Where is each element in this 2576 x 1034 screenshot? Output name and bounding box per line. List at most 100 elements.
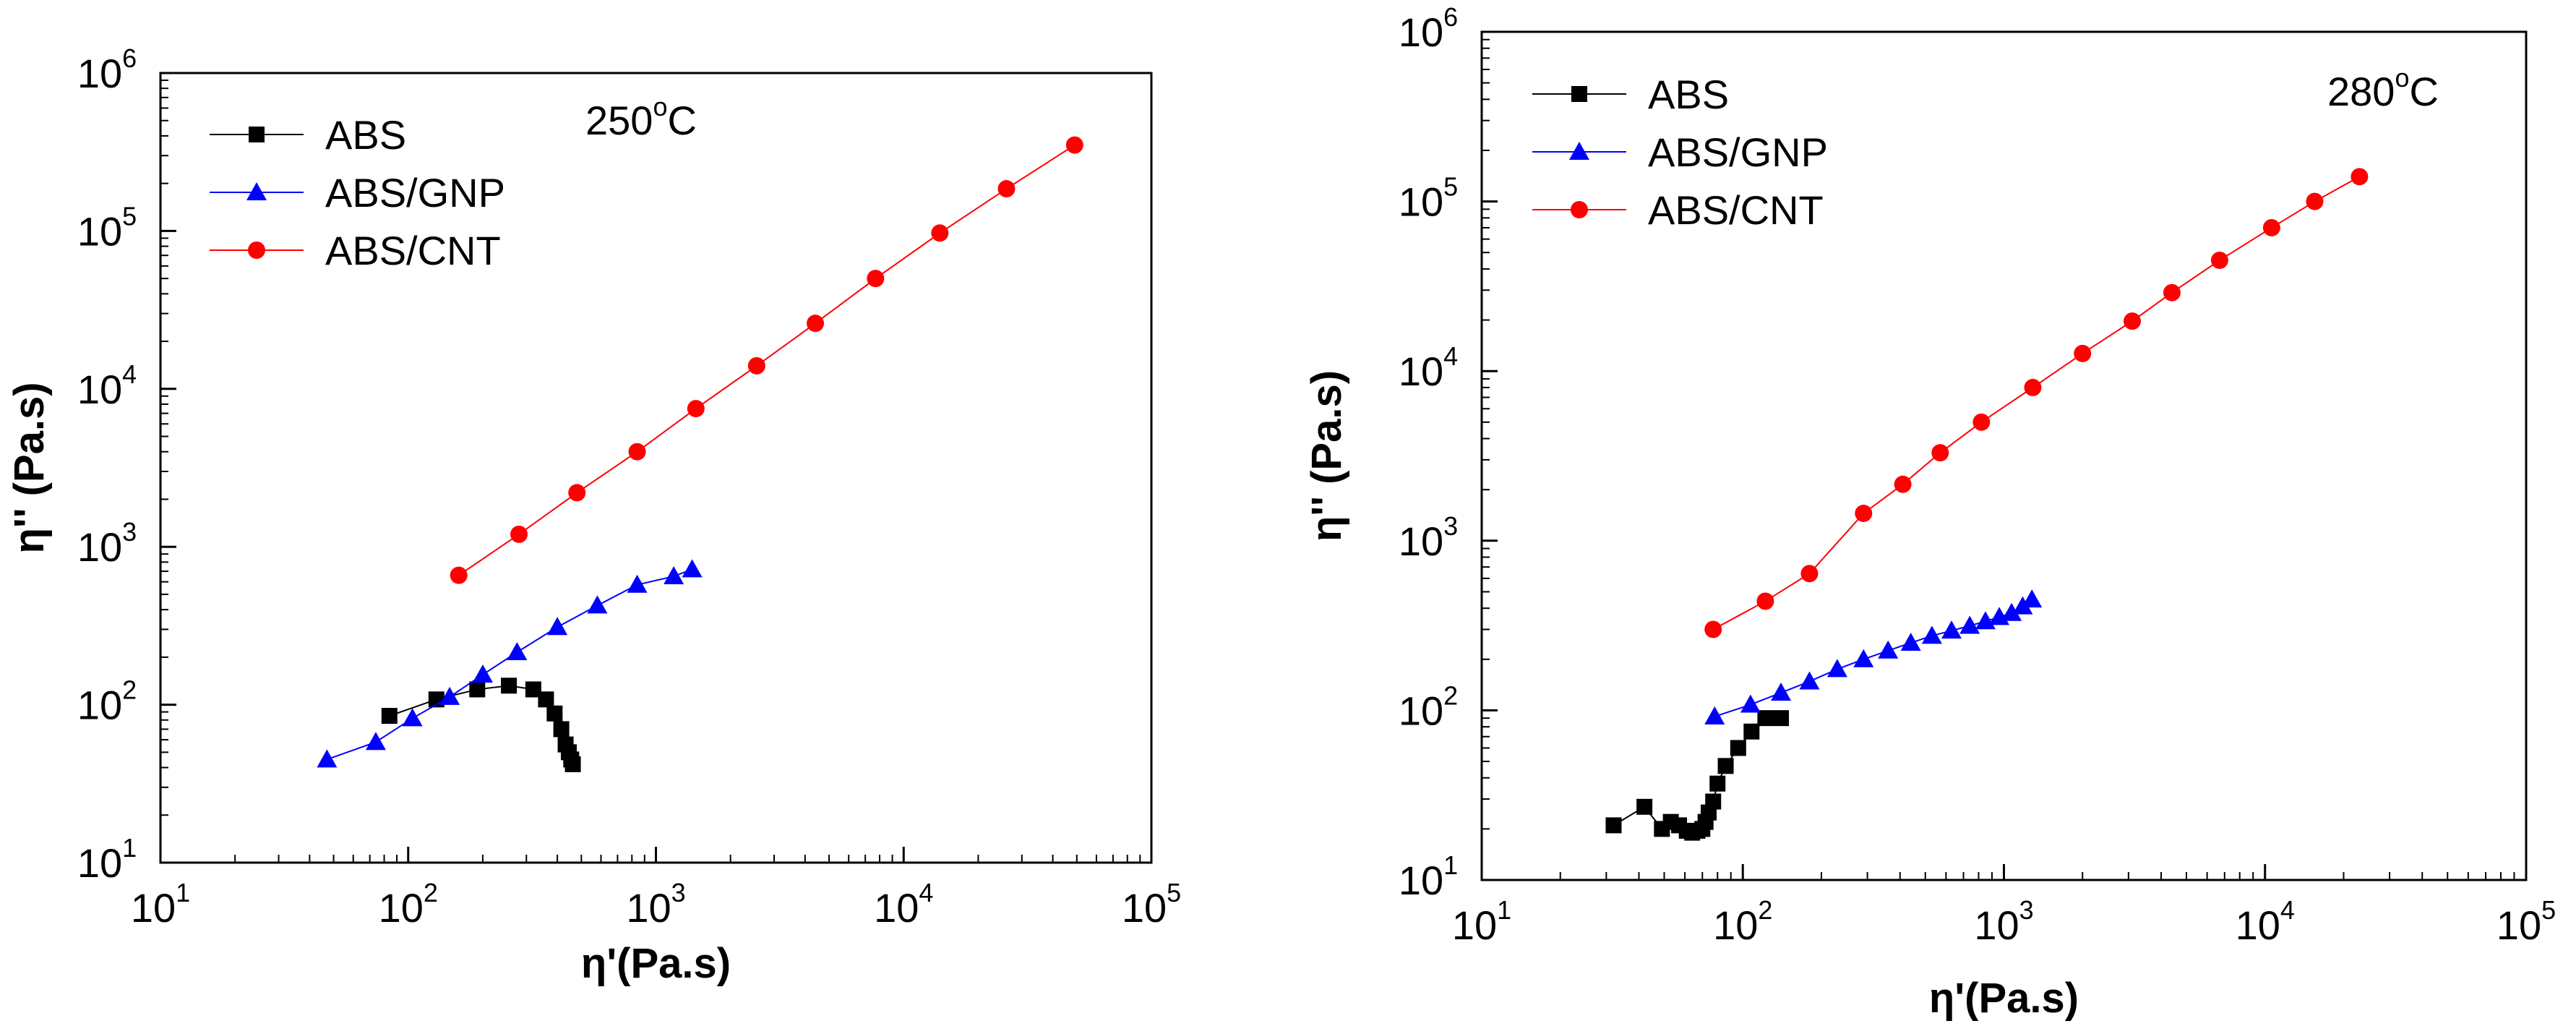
- square-marker: [1605, 817, 1622, 834]
- legend-label: ABS/CNT: [325, 228, 501, 273]
- circle-marker: [867, 270, 885, 288]
- triangle-marker: [365, 732, 386, 751]
- triangle-marker: [1941, 620, 1962, 639]
- square-marker: [1743, 723, 1760, 740]
- circle-marker: [807, 315, 825, 333]
- y-tick-label: 101: [1399, 850, 1458, 903]
- square-marker: [546, 705, 563, 722]
- x-tick-base: 10: [131, 885, 176, 931]
- y-tick-exponent: 6: [1443, 2, 1458, 32]
- series-line: [327, 568, 692, 761]
- series-abs-gnp: [1704, 589, 2043, 725]
- triangle-marker: [507, 641, 528, 660]
- y-tick-exponent: 6: [122, 43, 137, 73]
- square-marker: [469, 681, 486, 698]
- square-marker: [564, 756, 581, 772]
- square-marker: [1636, 798, 1653, 815]
- square-marker: [538, 691, 554, 708]
- y-tick-exponent: 4: [122, 359, 137, 389]
- x-tick-base: 10: [1452, 902, 1497, 948]
- x-tick-exponent: 3: [671, 878, 686, 907]
- y-tick-label: 106: [1399, 2, 1458, 55]
- legend-entry: ABS: [1532, 72, 1729, 117]
- circle-marker: [2163, 283, 2181, 302]
- y-tick-label: 106: [77, 43, 137, 96]
- y-tick-label: 105: [1399, 172, 1458, 225]
- y-tick-label: 101: [77, 833, 137, 886]
- y-tick-base: 10: [1399, 9, 1443, 55]
- circle-marker: [2306, 192, 2324, 210]
- triangle-marker: [1799, 671, 1820, 690]
- circle-marker: [1800, 565, 1819, 583]
- degree-symbol: o: [2395, 63, 2409, 93]
- chart-panel-right: 101 102 103 104 105101102103104105106η'(Pa.s…: [1303, 2, 2556, 1022]
- legend-label: ABS: [1648, 72, 1729, 117]
- y-tick-exponent: 5: [1443, 172, 1458, 202]
- y-tick-base: 10: [1399, 518, 1443, 564]
- y-tick-exponent: 2: [122, 675, 137, 705]
- legend-entry: ABS/CNT: [210, 228, 501, 273]
- triangle-marker: [587, 595, 608, 614]
- legend-label: ABS/GNP: [325, 170, 505, 215]
- triangle-marker: [1740, 694, 1761, 713]
- triangle-marker: [1826, 659, 1847, 678]
- y-tick-base: 10: [77, 524, 122, 570]
- circle-marker: [568, 484, 586, 502]
- x-tick-base: 10: [379, 885, 424, 931]
- legend-circle-marker: [1571, 201, 1588, 218]
- temperature-value: 280: [2327, 69, 2395, 114]
- y-tick-base: 10: [77, 51, 122, 96]
- y-tick-label: 104: [77, 359, 137, 412]
- y-tick-base: 10: [77, 840, 122, 886]
- series-line: [1712, 176, 2360, 631]
- triangle-marker: [1959, 615, 1980, 634]
- circle-marker: [2350, 168, 2369, 186]
- triangle-marker: [664, 566, 684, 585]
- square-marker: [1730, 740, 1746, 756]
- y-tick-exponent: 1: [122, 833, 137, 863]
- y-tick-base: 10: [1399, 179, 1443, 225]
- x-tick-exponent: 1: [176, 878, 190, 907]
- square-marker: [381, 708, 398, 725]
- triangle-marker: [472, 665, 493, 683]
- x-tick-label: 105: [1122, 878, 1181, 931]
- triangle-marker: [439, 686, 460, 705]
- y-tick-label: 103: [1399, 511, 1458, 564]
- x-tick-base: 10: [626, 885, 671, 931]
- y-tick-base: 10: [77, 367, 122, 412]
- triangle-marker: [2001, 602, 2022, 621]
- x-tick-base: 10: [874, 885, 919, 931]
- legend-triangle-marker: [246, 182, 267, 200]
- square-marker: [501, 678, 518, 694]
- x-tick-exponent: 5: [1167, 878, 1181, 907]
- circle-marker: [1855, 504, 1873, 522]
- y-tick-exponent: 3: [1443, 511, 1458, 541]
- circle-marker: [450, 566, 468, 584]
- triangle-marker: [547, 617, 568, 636]
- chart-panel-left: 101 102 103 104 105101102103104105106η'(Pa.s…: [6, 43, 1181, 987]
- circle-marker: [2024, 378, 2042, 396]
- y-tick-label: 102: [77, 675, 137, 728]
- triangle-marker: [2022, 589, 2043, 608]
- x-tick-label: 101: [1452, 895, 1511, 948]
- square-marker: [1705, 793, 1722, 810]
- y-tick-exponent: 5: [122, 201, 137, 231]
- x-tick-exponent: 2: [424, 878, 438, 907]
- y-tick-exponent: 4: [1443, 341, 1458, 371]
- circle-marker: [2210, 251, 2228, 269]
- x-tick-label: 101: [131, 878, 190, 931]
- triangle-marker: [1921, 625, 1942, 644]
- triangle-marker: [682, 559, 703, 578]
- y-tick-label: 102: [1399, 680, 1458, 733]
- y-axis-title: η'' (Pa.s): [1303, 370, 1350, 542]
- circle-marker: [1704, 620, 1722, 638]
- temperature-unit: C: [2409, 69, 2438, 114]
- legend-entry: ABS/CNT: [1532, 187, 1824, 233]
- series-line: [458, 144, 1076, 576]
- temperature-annotation: 250oC: [585, 92, 697, 143]
- legend-square-marker: [1571, 86, 1587, 102]
- triangle-marker: [627, 574, 648, 593]
- legend-triangle-marker: [1569, 142, 1589, 160]
- y-tick-base: 10: [1399, 688, 1443, 733]
